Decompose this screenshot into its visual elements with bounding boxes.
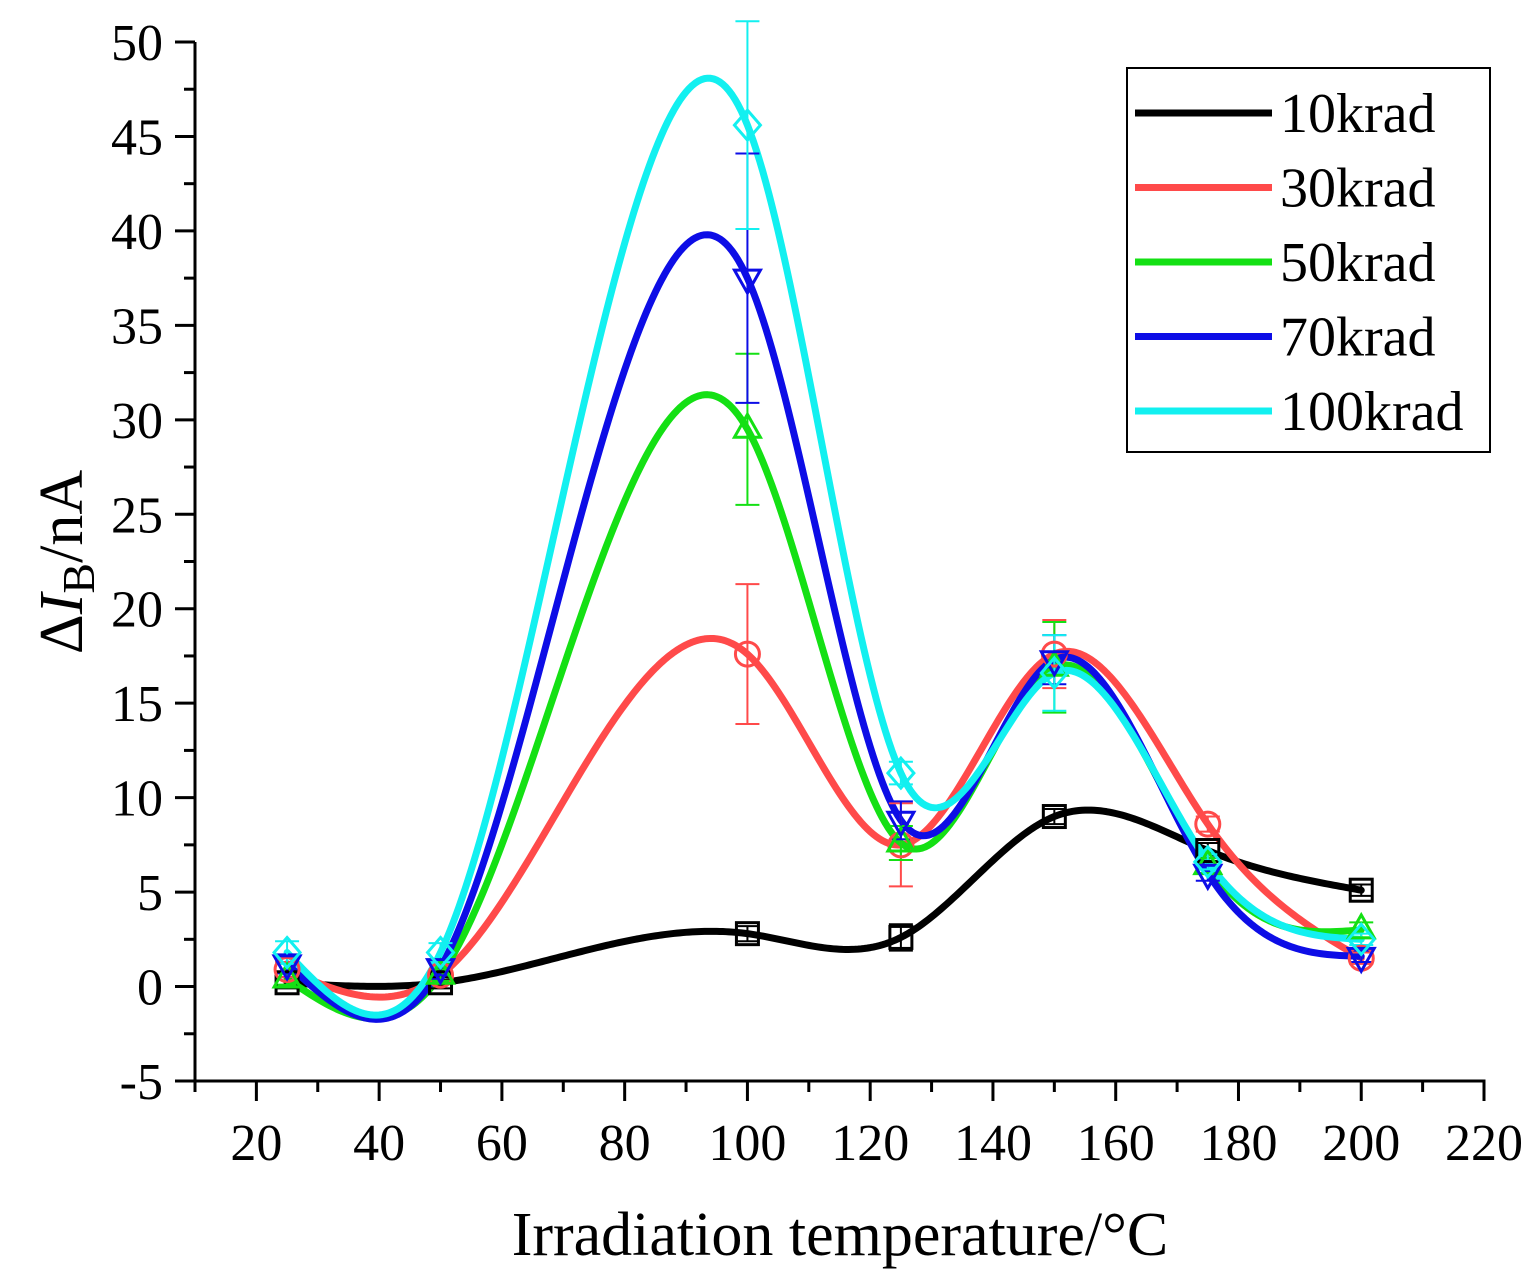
marker-70krad-125	[885, 810, 917, 839]
errorbar-30krad-100	[735, 583, 760, 725]
x-tick-label: 120	[831, 1115, 909, 1172]
marker-100krad-175	[1192, 844, 1223, 880]
marker-100krad-125	[885, 755, 916, 791]
y-tick-label: 10	[111, 771, 163, 828]
legend-entry-30krad: 30krad	[1135, 158, 1436, 220]
errorbar-100krad-100	[735, 20, 760, 231]
x-tick-label: 140	[954, 1115, 1032, 1172]
x-tick-label: 20	[230, 1115, 282, 1172]
x-tick-label: 100	[708, 1115, 786, 1172]
y-tick-label: 5	[137, 865, 163, 922]
legend-label: 30krad	[1280, 158, 1436, 220]
series-curve-30krad	[283, 634, 1365, 1001]
y-label-variable: I	[28, 590, 96, 615]
y-axis-ticks: -5 0 5 10 15 20 25 30 35 40 45 50	[111, 15, 195, 1111]
series-curve-10krad	[283, 806, 1365, 990]
x-tick-label: 60	[476, 1115, 528, 1172]
legend-label: 10krad	[1280, 83, 1436, 145]
marker-100krad-25	[272, 935, 303, 970]
errorbar-10krad-100	[735, 925, 760, 943]
y-tick-label: 40	[111, 204, 163, 261]
marker-50krad-125	[885, 824, 917, 853]
data-markers	[271, 107, 1377, 996]
legend: 10krad 30krad 50krad 70krad 100krad	[1126, 67, 1491, 453]
y-tick-label: 45	[111, 109, 163, 166]
errorbar-10krad-200	[1349, 883, 1374, 897]
x-tick-label: 200	[1322, 1115, 1400, 1172]
x-tick-label: 180	[1199, 1115, 1277, 1172]
marker-50krad-100	[731, 411, 763, 439]
marker-70krad-25	[271, 954, 303, 982]
marker-10krad-100	[734, 921, 760, 947]
marker-70krad-100	[731, 268, 763, 297]
y-label-subscript: B	[53, 563, 104, 594]
x-axis-label: Irradiation temperature/°C	[512, 1201, 1169, 1269]
y-label-unit: /nA	[28, 470, 96, 563]
y-tick-label: 35	[111, 298, 163, 355]
legend-entry-100krad: 100krad	[1135, 381, 1464, 443]
x-tick-label: 80	[599, 1115, 651, 1172]
errorbar-10krad-125	[888, 923, 913, 952]
marker-70krad-175	[1192, 863, 1224, 892]
marker-70krad-200	[1345, 946, 1377, 975]
marker-50krad-200	[1345, 911, 1377, 940]
y-tick-label: -5	[120, 1054, 163, 1111]
legend-entry-70krad: 70krad	[1135, 307, 1436, 369]
y-tick-label: 30	[111, 393, 163, 450]
errorbar-10krad-150	[1042, 807, 1067, 826]
y-axis-label: ΔIB/nA	[28, 470, 104, 654]
y-label-delta: Δ	[28, 614, 96, 654]
marker-50krad-175	[1192, 847, 1224, 876]
series-curves	[283, 74, 1365, 1023]
x-tick-label: 40	[353, 1115, 405, 1172]
y-tick-label: 50	[111, 15, 163, 72]
x-tick-label: 220	[1445, 1115, 1523, 1172]
series-curve-100krad	[283, 74, 1365, 1019]
marker-50krad-25	[271, 960, 303, 989]
marker-100krad-200	[1346, 922, 1377, 957]
marker-10krad-125	[888, 924, 914, 950]
marker-10krad-150	[1041, 804, 1067, 830]
y-tick-label: 0	[137, 960, 163, 1017]
x-axis-ticks: 20 40 60 80 100 120 140 160 180 200 220	[193, 1081, 1523, 1172]
legend-label: 50krad	[1280, 232, 1436, 294]
y-tick-label: 15	[111, 676, 163, 733]
errorbar-100krad-125	[888, 760, 913, 786]
marker-100krad-50	[425, 935, 456, 970]
marker-70krad-50	[424, 958, 457, 986]
y-tick-label: 25	[111, 487, 163, 544]
marker-10krad-200	[1348, 877, 1374, 903]
legend-entry-50krad: 50krad	[1135, 232, 1436, 294]
marker-100krad-150	[1039, 655, 1070, 691]
marker-30krad-100	[733, 640, 761, 668]
legend-label: 100krad	[1280, 381, 1464, 443]
legend-entry-10krad: 10krad	[1135, 83, 1436, 145]
marker-100krad-100	[732, 107, 763, 143]
marker-10krad-175	[1195, 838, 1221, 864]
x-tick-label: 160	[1077, 1115, 1155, 1172]
legend-label: 70krad	[1280, 307, 1436, 369]
y-tick-label: 20	[111, 582, 163, 639]
marker-30krad-175	[1194, 810, 1222, 838]
